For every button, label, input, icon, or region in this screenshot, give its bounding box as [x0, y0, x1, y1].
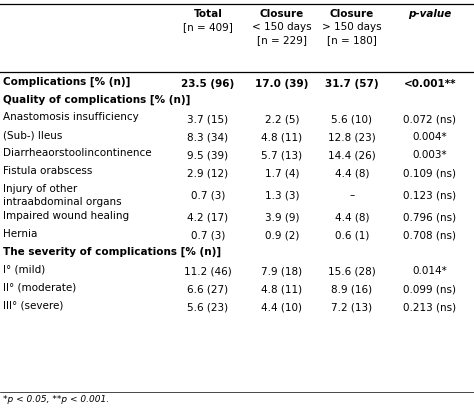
Text: [n = 229]: [n = 229] [257, 35, 307, 45]
Text: 0.796 (ns): 0.796 (ns) [403, 213, 456, 223]
Text: < 150 days: < 150 days [252, 22, 312, 32]
Text: 0.109 (ns): 0.109 (ns) [403, 168, 456, 178]
Text: 3.7 (15): 3.7 (15) [187, 114, 228, 124]
Text: <0.001**: <0.001** [404, 79, 456, 89]
Text: Fistula orabscess: Fistula orabscess [3, 166, 92, 176]
Text: 14.4 (26): 14.4 (26) [328, 150, 376, 160]
Text: 8.9 (16): 8.9 (16) [331, 284, 373, 294]
Text: 0.004*: 0.004* [413, 132, 447, 142]
Text: Hernia: Hernia [3, 229, 37, 239]
Text: 23.5 (96): 23.5 (96) [182, 79, 235, 89]
Text: 31.7 (57): 31.7 (57) [325, 79, 379, 89]
Text: 5.6 (23): 5.6 (23) [187, 302, 228, 312]
Text: Closure: Closure [260, 9, 304, 19]
Text: 0.708 (ns): 0.708 (ns) [403, 231, 456, 241]
Text: 0.7 (3): 0.7 (3) [191, 191, 225, 201]
Text: 5.6 (10): 5.6 (10) [331, 114, 373, 124]
Text: 7.2 (13): 7.2 (13) [331, 302, 373, 312]
Text: 12.8 (23): 12.8 (23) [328, 132, 376, 142]
Text: 0.6 (1): 0.6 (1) [335, 231, 369, 241]
Text: Anastomosis insufficiency: Anastomosis insufficiency [3, 112, 139, 122]
Text: [n = 180]: [n = 180] [327, 35, 377, 45]
Text: –: – [349, 191, 355, 201]
Text: 0.099 (ns): 0.099 (ns) [403, 284, 456, 294]
Text: 9.5 (39): 9.5 (39) [187, 150, 228, 160]
Text: *p < 0.05, **p < 0.001.: *p < 0.05, **p < 0.001. [3, 395, 109, 404]
Text: 0.123 (ns): 0.123 (ns) [403, 191, 456, 201]
Text: Quality of complications [% (n)]: Quality of complications [% (n)] [3, 95, 191, 105]
Text: III° (severe): III° (severe) [3, 300, 64, 310]
Text: Diarrheaorstoolincontinence: Diarrheaorstoolincontinence [3, 148, 152, 158]
Text: 4.8 (11): 4.8 (11) [262, 284, 302, 294]
Text: 6.6 (27): 6.6 (27) [187, 284, 228, 294]
Text: Injury of other: Injury of other [3, 184, 77, 194]
Text: 0.9 (2): 0.9 (2) [265, 231, 299, 241]
Text: 1.7 (4): 1.7 (4) [265, 168, 299, 178]
Text: 0.014*: 0.014* [413, 266, 447, 276]
Text: Impaired wound healing: Impaired wound healing [3, 211, 129, 221]
Text: 0.7 (3): 0.7 (3) [191, 231, 225, 241]
Text: 2.9 (12): 2.9 (12) [187, 168, 228, 178]
Text: 4.4 (10): 4.4 (10) [262, 302, 302, 312]
Text: 4.4 (8): 4.4 (8) [335, 213, 369, 223]
Text: 4.8 (11): 4.8 (11) [262, 132, 302, 142]
Text: 2.2 (5): 2.2 (5) [265, 114, 299, 124]
Text: p-value: p-value [409, 9, 452, 19]
Text: intraabdominal organs: intraabdominal organs [3, 197, 122, 207]
Text: [n = 409]: [n = 409] [183, 22, 233, 32]
Text: 0.072 (ns): 0.072 (ns) [403, 114, 456, 124]
Text: The severity of complications [% (n)]: The severity of complications [% (n)] [3, 247, 221, 257]
Text: 1.3 (3): 1.3 (3) [265, 191, 299, 201]
Text: 17.0 (39): 17.0 (39) [255, 79, 309, 89]
Text: Total: Total [193, 9, 222, 19]
Text: 4.2 (17): 4.2 (17) [187, 213, 228, 223]
Text: (Sub-) Ileus: (Sub-) Ileus [3, 130, 63, 140]
Text: 5.7 (13): 5.7 (13) [262, 150, 302, 160]
Text: Closure: Closure [330, 9, 374, 19]
Text: > 150 days: > 150 days [322, 22, 382, 32]
Text: 0.213 (ns): 0.213 (ns) [403, 302, 456, 312]
Text: Complications [% (n)]: Complications [% (n)] [3, 77, 130, 87]
Text: 7.9 (18): 7.9 (18) [262, 266, 302, 276]
Text: 11.2 (46): 11.2 (46) [184, 266, 232, 276]
Text: 0.003*: 0.003* [413, 150, 447, 160]
Text: 4.4 (8): 4.4 (8) [335, 168, 369, 178]
Text: I° (mild): I° (mild) [3, 264, 45, 274]
Text: 8.3 (34): 8.3 (34) [187, 132, 228, 142]
Text: II° (moderate): II° (moderate) [3, 282, 76, 292]
Text: 3.9 (9): 3.9 (9) [265, 213, 299, 223]
Text: 15.6 (28): 15.6 (28) [328, 266, 376, 276]
